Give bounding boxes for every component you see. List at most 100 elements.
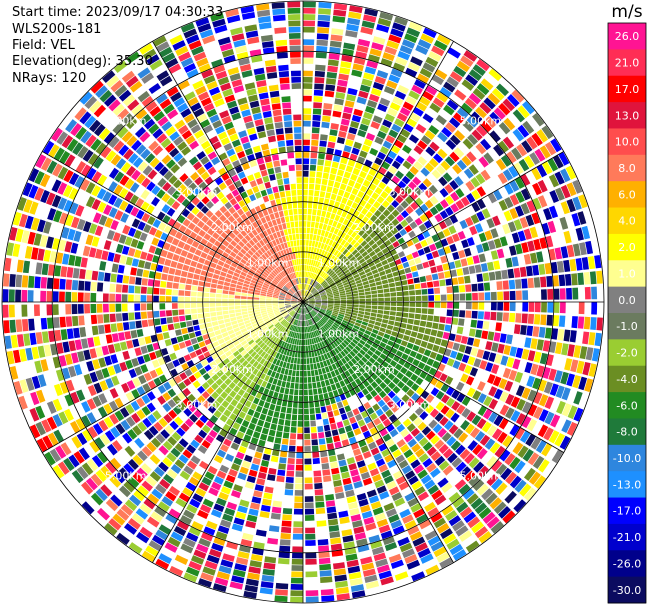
ray-gate — [97, 271, 105, 282]
ray-gate — [21, 230, 30, 244]
ray-gate — [314, 307, 320, 311]
ray-gate — [286, 330, 291, 336]
ray-gate — [326, 345, 331, 352]
ray-gate — [546, 314, 553, 326]
ray-gate — [304, 271, 306, 278]
ray-gate — [561, 387, 571, 401]
ray-gate — [179, 277, 187, 284]
ray-gate — [81, 207, 91, 219]
ray-gate — [249, 285, 256, 290]
ray-gate — [266, 298, 272, 301]
ray-gate — [237, 550, 250, 560]
ray-gate — [328, 417, 336, 424]
ray-gate — [305, 314, 308, 320]
ray-gate — [486, 516, 500, 529]
ray-gate — [510, 410, 521, 422]
ray-gate — [161, 324, 169, 332]
ray-gate — [521, 401, 532, 414]
ray-gate — [541, 222, 551, 235]
ray-gate — [140, 295, 147, 302]
ray-gate — [116, 373, 126, 384]
ray-gate — [200, 532, 214, 542]
ray-gate — [266, 307, 273, 310]
ray-gate — [382, 119, 393, 128]
ray-gate — [426, 281, 434, 288]
ray-gate — [195, 466, 206, 476]
ray-gate — [398, 481, 410, 491]
ray-gate — [252, 360, 259, 368]
ray-gate — [434, 412, 444, 422]
ray-gate — [143, 353, 151, 363]
ray-gate — [496, 83, 509, 97]
ray-gate — [250, 553, 263, 562]
ray-gate — [474, 223, 484, 233]
ray-gate — [361, 388, 369, 396]
ray-gate — [234, 268, 242, 274]
ray-gate — [309, 299, 315, 301]
ray-gate — [376, 422, 385, 432]
ray-gate — [387, 340, 395, 347]
ray-gate — [234, 305, 241, 310]
ray-gate — [275, 352, 281, 359]
ray-gate — [321, 299, 328, 301]
ray-gate — [137, 221, 146, 231]
ray-gate — [90, 303, 97, 314]
ray-gate — [271, 506, 282, 514]
ray-gate — [89, 348, 98, 359]
ray-gate — [142, 327, 150, 336]
ray-gate — [512, 442, 524, 455]
ray-gate — [314, 401, 320, 408]
ray-gate — [221, 400, 230, 409]
ray-gate — [250, 417, 259, 425]
ray-gate — [420, 33, 435, 44]
ray-gate — [336, 222, 342, 230]
ray-gate — [484, 73, 498, 86]
ray-gate — [205, 322, 213, 328]
ray-gate — [358, 229, 365, 237]
ray-gate — [490, 250, 499, 260]
ray-gate — [404, 224, 413, 233]
ray-gate — [321, 296, 328, 299]
ray-gate — [377, 289, 384, 294]
ray-gate — [447, 47, 461, 59]
ray-gate — [397, 251, 406, 258]
ray-gate — [266, 474, 276, 481]
ray-gate — [164, 338, 172, 347]
ray-gate — [456, 107, 469, 119]
ray-gate — [230, 399, 239, 407]
ray-gate — [437, 148, 448, 159]
ray-gate — [191, 424, 201, 434]
ray-gate — [355, 333, 363, 339]
ray-gate — [377, 345, 384, 353]
ray-gate — [315, 304, 321, 307]
ray-gate — [155, 483, 167, 495]
ray-gate — [255, 391, 263, 399]
ray-gate — [107, 344, 116, 354]
ray-gate — [162, 182, 172, 192]
ray-gate — [553, 288, 560, 300]
ray-gate — [445, 195, 455, 205]
ray-gate — [475, 369, 484, 380]
ray-gate — [292, 533, 303, 540]
ray-gate — [392, 449, 402, 459]
ray-gate — [316, 254, 321, 261]
ray-gate — [312, 234, 317, 241]
ray-gate — [548, 205, 559, 219]
ray-gate — [293, 345, 297, 351]
ray-gate — [383, 502, 395, 512]
ray-gate — [308, 389, 313, 396]
ray-gate — [567, 389, 577, 403]
ray-gate — [315, 58, 327, 65]
ray-gate — [211, 382, 219, 391]
ray-gate — [213, 537, 226, 546]
ray-gate — [427, 288, 434, 295]
ray-gate — [280, 341, 286, 348]
ray-gate — [291, 414, 298, 421]
ray-gate — [198, 404, 207, 414]
ray-gate — [114, 489, 127, 502]
ray-gate — [555, 385, 565, 399]
ray-gate — [452, 251, 460, 260]
ray-gate — [324, 160, 332, 167]
ray-gate — [327, 303, 334, 305]
ray-gate — [453, 147, 465, 158]
